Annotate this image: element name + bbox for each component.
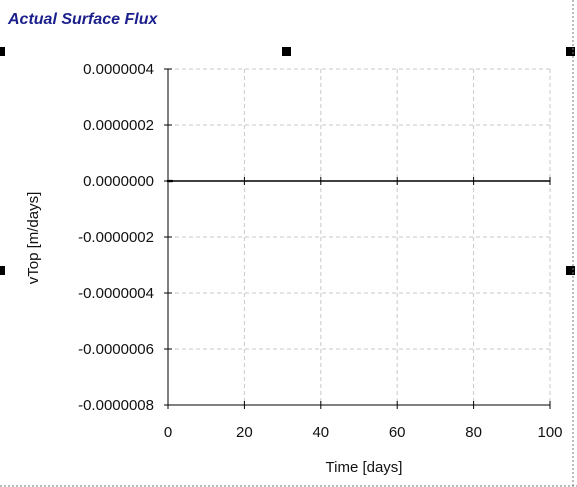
x-tick-label: 80 [465,424,482,441]
x-tick-label: 60 [389,424,406,441]
x-tick-label: 40 [312,424,329,441]
y-tick-label: 0.0000000 [83,173,154,190]
data-point [171,180,174,183]
y-tick-label: 0.0000004 [83,61,154,78]
selection-handle[interactable] [282,47,291,56]
y-tick-label: -0.0000006 [78,341,154,358]
selection-handle[interactable] [0,47,5,56]
grid-layer [168,69,550,405]
x-tick-label: 0 [164,424,172,441]
y-tick-label: 0.0000002 [83,117,154,134]
x-axis-label: Time [days] [326,459,403,476]
series-layer [167,180,550,183]
x-tick-label: 100 [537,424,562,441]
y-tick-label: -0.0000004 [78,285,154,302]
label-layer: 0 20 40 60 80 100 0.0000004 0.0000002 0.0000000 -… [25,61,563,476]
y-tick-label: -0.0000008 [78,397,154,414]
axes-layer [164,69,550,409]
y-axis-label: vTop [m/days] [25,192,42,285]
selection-handle[interactable] [566,266,575,275]
y-tick-label: -0.0000002 [78,229,154,246]
x-tick-label: 20 [236,424,253,441]
selection-handle[interactable] [0,266,5,275]
selection-handle[interactable] [566,47,575,56]
